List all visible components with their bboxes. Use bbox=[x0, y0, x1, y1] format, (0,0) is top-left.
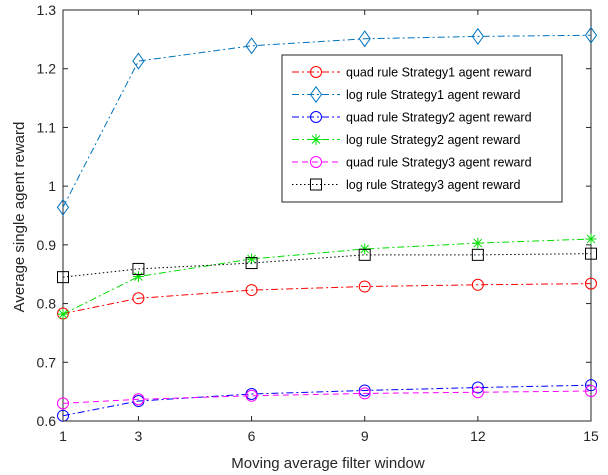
data-point bbox=[132, 271, 144, 283]
legend-label: quad rule Strategy2 agent reward bbox=[346, 111, 532, 125]
data-point bbox=[57, 271, 69, 284]
data-point bbox=[245, 257, 258, 270]
series-2 bbox=[56, 26, 598, 216]
legend-item: quad rule Strategy1 agent reward bbox=[292, 66, 532, 80]
legend-box bbox=[281, 54, 563, 203]
legend-marker bbox=[310, 178, 322, 191]
series-line bbox=[62, 34, 592, 208]
x-axis-label: Moving average filter window bbox=[231, 455, 425, 472]
y-tick-label: 0.9 bbox=[37, 237, 57, 253]
y-tick-label: 1.1 bbox=[37, 119, 57, 135]
data-point bbox=[472, 237, 484, 249]
data-point bbox=[471, 27, 484, 45]
legend-marker bbox=[309, 85, 323, 104]
series-5 bbox=[57, 385, 597, 410]
data-point bbox=[471, 278, 484, 291]
x-tick-label: 15 bbox=[583, 428, 599, 444]
y-tick-label: 1 bbox=[48, 178, 56, 194]
data-point bbox=[584, 26, 598, 44]
data-point bbox=[132, 393, 145, 406]
asterisk-stroke bbox=[58, 309, 68, 319]
data-point bbox=[245, 284, 258, 297]
legend-marker bbox=[310, 66, 322, 78]
series-line bbox=[62, 384, 592, 417]
legend-item: log rule Strategy1 agent reward bbox=[292, 85, 520, 104]
legend-label: quad rule Strategy3 agent reward bbox=[346, 156, 532, 170]
data-point bbox=[585, 385, 597, 398]
x-tick-label: 6 bbox=[248, 428, 256, 444]
x-tick-label: 1 bbox=[59, 428, 67, 444]
series-line bbox=[62, 238, 592, 315]
y-axis-label: Average single agent reward bbox=[11, 122, 28, 313]
legend-item: quad rule Strategy3 agent reward bbox=[292, 156, 532, 170]
legend-label: log rule Strategy2 agent reward bbox=[346, 133, 520, 147]
y-tick-label: 0.6 bbox=[37, 413, 57, 429]
legend-marker bbox=[310, 156, 322, 168]
series-layer bbox=[56, 26, 598, 422]
asterisk-stroke bbox=[311, 135, 321, 144]
data-point bbox=[358, 280, 371, 293]
y-tick-label: 1.2 bbox=[37, 61, 57, 77]
y-tick-label: 0.8 bbox=[37, 296, 57, 312]
series-4 bbox=[57, 233, 597, 320]
x-tick-label: 12 bbox=[470, 428, 486, 444]
legend-label: log rule Strategy3 agent reward bbox=[346, 178, 520, 192]
legend-label: log rule Strategy1 agent reward bbox=[346, 88, 520, 102]
asterisk-stroke bbox=[134, 272, 143, 281]
legend-item: quad rule Strategy2 agent reward bbox=[292, 111, 532, 125]
data-point bbox=[358, 387, 371, 400]
legend-label: quad rule Strategy1 agent reward bbox=[346, 66, 532, 80]
legend-item: log rule Strategy2 agent reward bbox=[292, 133, 520, 147]
legend-item: log rule Strategy3 agent reward bbox=[292, 178, 520, 192]
data-point bbox=[471, 248, 484, 261]
data-point bbox=[56, 198, 70, 216]
data-point bbox=[358, 248, 371, 261]
data-point bbox=[471, 386, 484, 399]
data-point bbox=[132, 292, 145, 305]
series-line bbox=[62, 390, 592, 404]
data-point bbox=[585, 247, 597, 260]
series-1 bbox=[57, 277, 597, 320]
series-6 bbox=[57, 247, 597, 284]
y-tick-label: 0.7 bbox=[37, 354, 57, 370]
asterisk-stroke bbox=[473, 238, 483, 248]
x-tick-label: 9 bbox=[361, 428, 369, 444]
data-point bbox=[471, 381, 484, 394]
asterisk-stroke bbox=[586, 234, 596, 244]
legend: quad rule Strategy1 agent reward log rule… bbox=[281, 54, 563, 203]
data-point bbox=[358, 30, 371, 48]
data-point bbox=[132, 52, 145, 70]
data-point bbox=[358, 384, 371, 397]
data-point bbox=[57, 397, 69, 410]
y-tick-label: 1.3 bbox=[37, 2, 57, 18]
data-point bbox=[132, 262, 145, 275]
asterisk-stroke bbox=[247, 254, 256, 264]
data-point bbox=[245, 389, 258, 402]
data-point bbox=[245, 37, 258, 55]
x-tick-label: 3 bbox=[135, 428, 143, 444]
series-line bbox=[62, 283, 592, 315]
legend-marker bbox=[310, 111, 322, 123]
data-point bbox=[585, 233, 597, 245]
legend-marker bbox=[310, 134, 322, 145]
data-point bbox=[57, 308, 69, 320]
ticks-layer: 1 3 6 9 12 15 0.6 0.7 0.8 0.9 1 1.1 1.2 1.3 bbox=[37, 2, 599, 444]
data-point bbox=[585, 379, 597, 392]
data-point bbox=[585, 277, 597, 290]
